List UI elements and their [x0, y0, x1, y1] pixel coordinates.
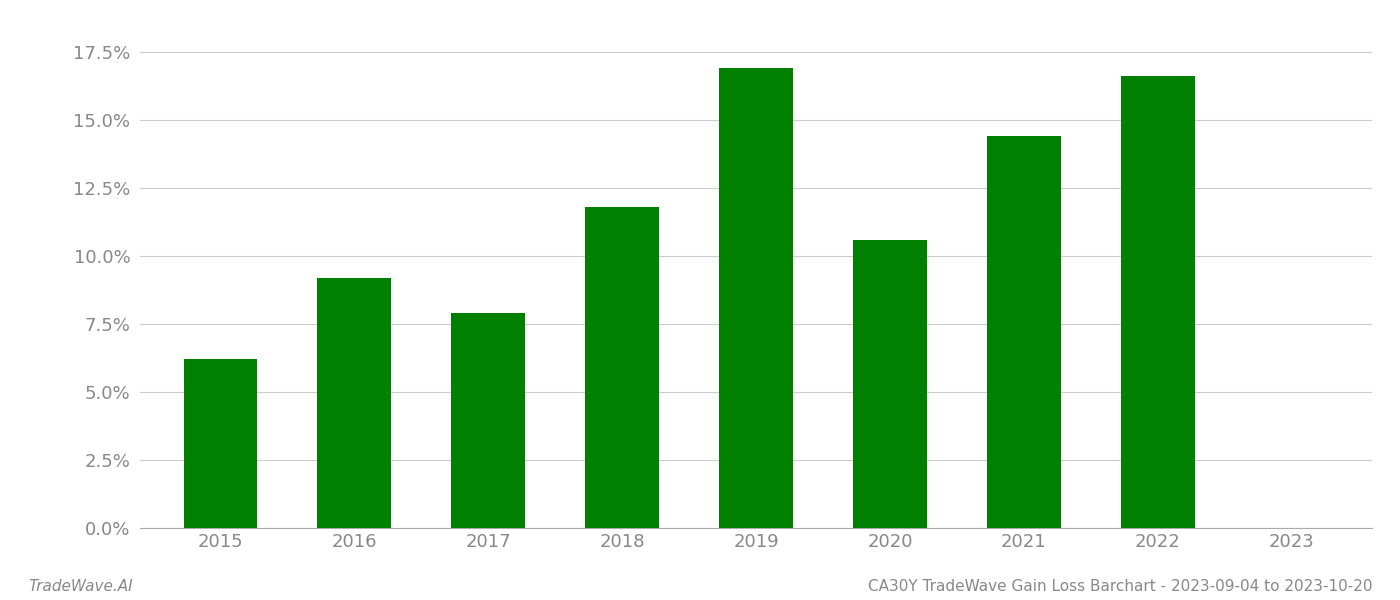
Bar [183, 359, 258, 528]
Bar [1121, 76, 1194, 528]
Bar [318, 278, 391, 528]
Bar [720, 68, 792, 528]
Text: CA30Y TradeWave Gain Loss Barchart - 2023-09-04 to 2023-10-20: CA30Y TradeWave Gain Loss Barchart - 202… [868, 579, 1372, 594]
Bar [853, 239, 927, 528]
Bar [451, 313, 525, 528]
Bar [987, 136, 1061, 528]
Text: TradeWave.AI: TradeWave.AI [28, 579, 133, 594]
Bar [585, 207, 659, 528]
